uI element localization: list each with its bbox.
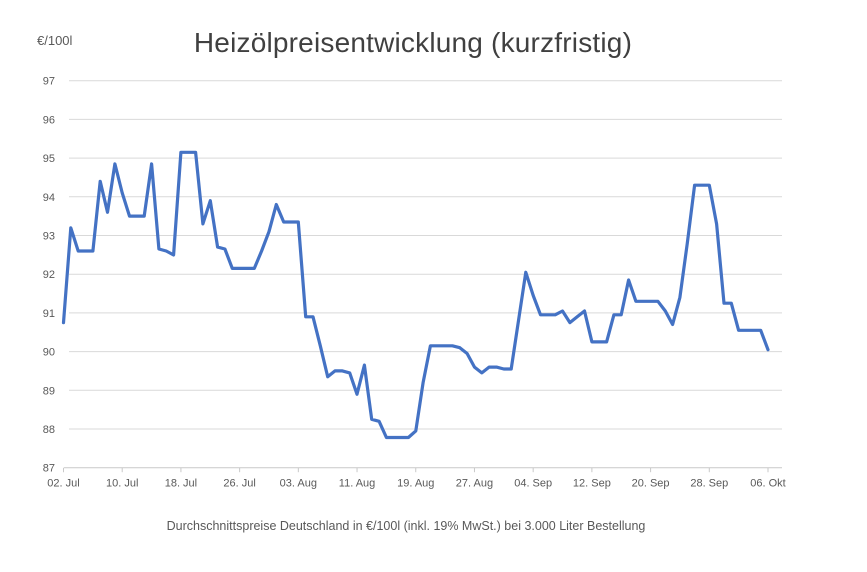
x-axis-tick-label-10: 20. Sep [632, 478, 670, 490]
y-axis-tick-label-96: 96 [43, 114, 55, 126]
y-axis-tick-label-88: 88 [43, 424, 55, 436]
x-axis-tick-label-8: 04. Sep [514, 478, 552, 490]
x-axis-tick-label-5: 11. Aug [339, 478, 376, 490]
y-axis-tick-label-87: 87 [43, 463, 55, 475]
chart-caption: Durchschnittspreise Deutschland in €/100… [166, 519, 646, 533]
y-axis-tick-label-92: 92 [43, 269, 55, 281]
x-axis-tick-label-7: 27. Aug [456, 478, 493, 490]
y-axis-unit-label: €/100l [37, 33, 73, 48]
y-axis-tick-label-89: 89 [43, 385, 55, 397]
x-axis-tick-label-2: 18. Jul [165, 478, 197, 490]
y-axis-tick-label-93: 93 [43, 231, 55, 243]
x-axis-tick-label-11: 28. Sep [690, 478, 728, 490]
y-axis-tick-label-90: 90 [43, 347, 55, 359]
x-axis-tick-label-1: 10. Jul [106, 478, 138, 490]
x-axis-tick-label-12: 06. Okt [750, 478, 785, 490]
x-axis-tick-label-6: 19. Aug [397, 478, 434, 490]
x-axis-tick-label-9: 12. Sep [573, 478, 611, 490]
chart-title: Heizölpreisentwicklung (kurzfristig) [193, 27, 633, 58]
y-axis-tick-label-97: 97 [43, 76, 55, 88]
x-axis-tick-label-0: 02. Jul [47, 478, 79, 490]
y-axis-tick-label-95: 95 [43, 153, 55, 165]
y-axis-tick-label-91: 91 [43, 308, 55, 320]
y-axis-tick-label-94: 94 [43, 192, 55, 204]
x-axis-tick-label-4: 03. Aug [280, 478, 317, 490]
x-axis-tick-label-3: 26. Jul [223, 478, 255, 490]
price-line-series [61, 150, 770, 440]
